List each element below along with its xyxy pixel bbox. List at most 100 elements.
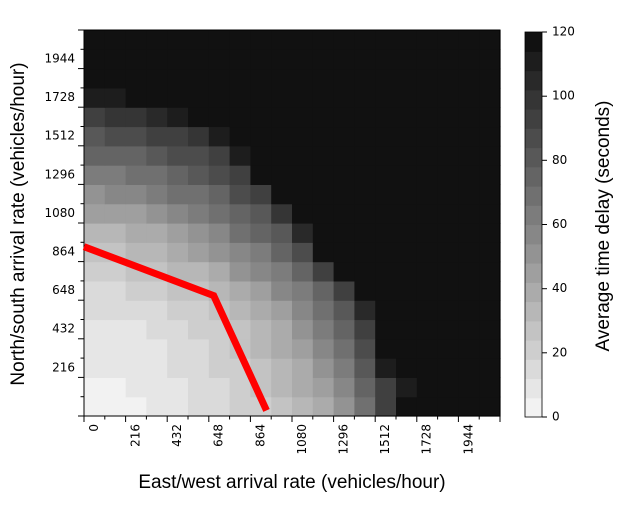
colorbar-segment: [525, 340, 542, 360]
heatmap-cell: [416, 319, 439, 340]
heatmap-cell: [396, 300, 418, 321]
heatmap-cell: [229, 145, 251, 166]
heatmap-cell: [125, 358, 147, 378]
heatmap-cell: [312, 184, 335, 205]
heatmap-cell: [229, 184, 251, 205]
heatmap-cell: [271, 242, 293, 263]
heatmap-cell: [229, 87, 251, 108]
heatmap-cell: [375, 396, 397, 417]
heatmap-cell: [333, 184, 355, 205]
y-tick-label: 648: [52, 283, 75, 297]
heatmap-cell: [188, 145, 210, 166]
heatmap-cell: [396, 223, 418, 243]
heatmap-cell: [458, 184, 480, 205]
heatmap-cell: [458, 300, 480, 321]
heatmap-cell: [458, 203, 480, 224]
heatmap-cell: [437, 261, 459, 282]
heatmap-cell: [125, 68, 147, 89]
heatmap-cell: [458, 319, 480, 340]
y-tick-label: 1944: [44, 51, 75, 65]
heatmap-cell: [292, 396, 314, 417]
heatmap-cell: [188, 261, 210, 282]
heatmap-cell: [84, 300, 106, 321]
heatmap-cell: [229, 396, 251, 417]
heatmap-cell: [396, 30, 418, 50]
heatmap-cell: [354, 68, 376, 89]
heatmap-cell: [271, 396, 293, 417]
heatmap-cell: [396, 338, 418, 359]
heatmap-cell: [333, 30, 355, 50]
heatmap-cell: [271, 300, 293, 321]
heatmap-cell: [375, 358, 397, 378]
heatmap-cell: [167, 338, 189, 359]
heatmap-cell: [354, 396, 376, 417]
heatmap-cell: [84, 49, 106, 70]
heatmap-cell: [312, 68, 335, 89]
heatmap-cell: [396, 396, 418, 417]
heatmap-cell: [146, 358, 168, 378]
heatmap-cell: [354, 107, 376, 128]
colorbar-tick-label: 20: [552, 345, 567, 359]
y-tick-label: 1296: [44, 167, 75, 181]
heatmap-cell: [125, 145, 147, 166]
heatmap-cell: [271, 87, 293, 108]
heatmap-cell: [416, 242, 439, 263]
heatmap-cell: [208, 223, 231, 243]
heatmap-cell: [312, 338, 335, 359]
heatmap-cell: [146, 223, 168, 243]
heatmap-cell: [312, 126, 335, 147]
heatmap-cell: [292, 338, 314, 359]
heatmap-cell: [416, 203, 439, 224]
colorbar-segment: [525, 128, 542, 149]
heatmap-cell: [125, 377, 147, 398]
heatmap-cell: [292, 30, 314, 50]
heatmap-cell: [104, 377, 127, 398]
heatmap-cell: [333, 203, 355, 224]
heatmap-cell: [292, 107, 314, 128]
heatmap-cell: [146, 300, 168, 321]
colorbar-segment: [525, 70, 542, 91]
heatmap-cell: [292, 49, 314, 70]
heatmap-cell: [208, 165, 231, 185]
heatmap-cell: [229, 377, 251, 398]
heatmap-cell: [167, 107, 189, 128]
heatmap-cell: [208, 338, 231, 359]
heatmap-cell: [208, 87, 231, 108]
heatmap-cell: [167, 30, 189, 50]
heatmap-cell: [458, 30, 480, 50]
heatmap-cell: [188, 87, 210, 108]
heatmap-cell: [416, 49, 439, 70]
heatmap-cell: [333, 223, 355, 243]
heatmap-cell: [167, 87, 189, 108]
heatmap-cell: [84, 68, 106, 89]
heatmap-cell: [167, 49, 189, 70]
colorbar-tick-label: 0: [552, 410, 560, 424]
heatmap-cell: [312, 319, 335, 340]
heatmap-cell: [458, 107, 480, 128]
heatmap-cell: [292, 358, 314, 378]
heatmap-cell: [479, 165, 501, 185]
heatmap-cell: [437, 49, 459, 70]
heatmap-cell: [396, 126, 418, 147]
heatmap-cell: [354, 300, 376, 321]
heatmap-cell: [208, 184, 231, 205]
heatmap-cell: [188, 300, 210, 321]
heatmap-cell: [458, 223, 480, 243]
heatmap-cell: [458, 377, 480, 398]
y-tick-label: 1080: [44, 206, 75, 220]
heatmap-cell: [188, 165, 210, 185]
heatmap-cell: [104, 184, 127, 205]
heatmap-cell: [292, 319, 314, 340]
heatmap-cell: [437, 300, 459, 321]
heatmap-cell: [437, 68, 459, 89]
heatmap-cell: [396, 280, 418, 301]
heatmap-cell: [333, 319, 355, 340]
heatmap-cell: [271, 68, 293, 89]
heatmap-cell: [84, 358, 106, 378]
heatmap-cell: [479, 87, 501, 108]
heatmap-cell: [479, 280, 501, 301]
heatmap-cell: [354, 261, 376, 282]
threshold-line: [82, 243, 270, 412]
heatmap-cell: [375, 203, 397, 224]
heatmap-cell: [250, 145, 272, 166]
